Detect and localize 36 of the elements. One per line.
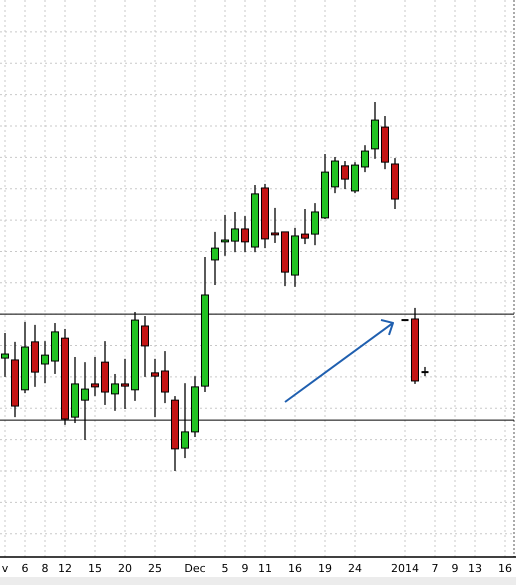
x-tick-label: 9 — [242, 562, 248, 575]
x-tick-label: 20 — [118, 562, 132, 575]
x-tick-label: v — [2, 562, 9, 575]
candlestick — [241, 215, 249, 253]
candlestick — [301, 208, 309, 245]
x-tick-label: 24 — [348, 562, 362, 575]
candlestick — [211, 231, 219, 286]
x-tick-label: 13 — [468, 562, 482, 575]
candlestick — [361, 144, 369, 173]
candlestick — [41, 340, 49, 384]
candlestick — [221, 214, 229, 257]
candlestick — [1, 332, 9, 378]
candlestick — [151, 358, 159, 418]
x-tick-label: 7 — [432, 562, 438, 575]
candlestick — [91, 356, 99, 397]
x-tick-label: 19 — [318, 562, 332, 575]
x-tick-label: 8 — [42, 562, 48, 575]
x-tick-label: 9 — [452, 562, 458, 575]
x-tick-label: 11 — [258, 562, 272, 575]
candlestick — [341, 160, 349, 190]
x-tick-label: 6 — [22, 562, 28, 575]
x-tick-label: 25 — [148, 562, 162, 575]
candlestick — [161, 350, 169, 404]
x-tick-label: 5 — [222, 562, 228, 575]
x-tick-label: 2014 — [391, 562, 419, 575]
x-tick-label: 15 — [88, 562, 102, 575]
candlestick — [231, 211, 239, 253]
x-tick-label: 16 — [498, 562, 512, 575]
candlestick — [121, 358, 129, 410]
candlestick — [271, 207, 279, 244]
x-tick-label: Dec — [184, 562, 206, 575]
candlestick — [111, 373, 119, 412]
x-tick-label: 12 — [58, 562, 72, 575]
candlestick — [311, 202, 319, 246]
candlestick — [420, 366, 430, 377]
x-tick-label: 16 — [288, 562, 302, 575]
